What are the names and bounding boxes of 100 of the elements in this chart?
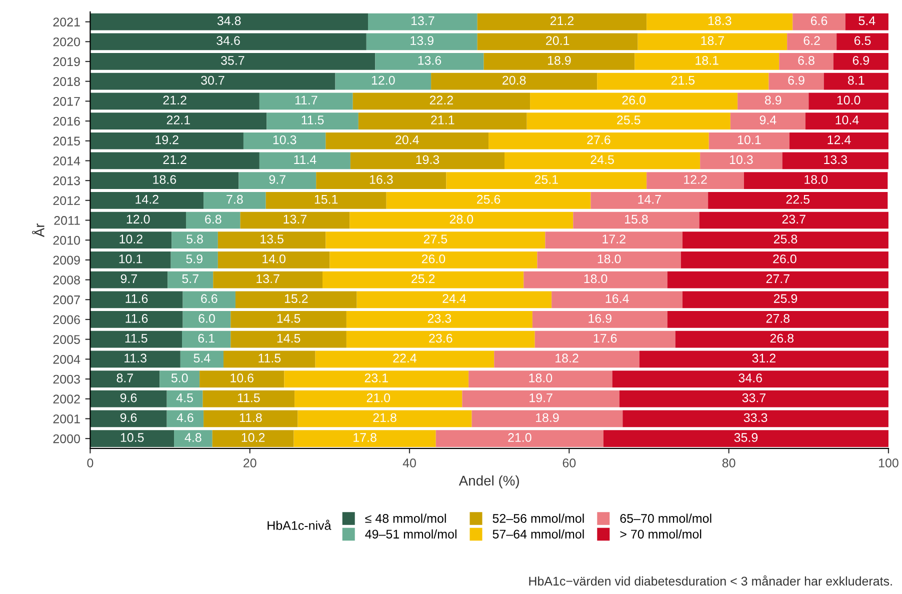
data-label: 6.5 — [854, 36, 871, 46]
data-label: 5.4 — [194, 354, 210, 363]
bar — [172, 232, 218, 249]
data-label: 10.5 — [120, 433, 144, 442]
y-tick-label: 2009 — [53, 256, 80, 265]
bar — [204, 192, 266, 209]
bar — [90, 192, 204, 209]
data-label: 18.9 — [536, 413, 559, 422]
data-label: 26.8 — [770, 334, 794, 343]
x-tick-label: 60 — [562, 458, 576, 468]
data-label: 19.2 — [156, 135, 178, 144]
data-label: 13.7 — [256, 274, 280, 284]
data-label: 10.0 — [837, 96, 860, 105]
data-label: 30.7 — [201, 76, 224, 85]
y-tick-label: 2003 — [53, 374, 80, 384]
data-label: 19.3 — [416, 155, 440, 164]
bar — [744, 172, 888, 189]
data-label: 13.9 — [410, 36, 434, 46]
bar — [90, 430, 174, 447]
data-label: 26.0 — [622, 96, 646, 105]
data-label: 10.1 — [738, 135, 761, 144]
data-label: 31.2 — [752, 354, 776, 363]
y-tick-label: 2001 — [53, 414, 80, 424]
bar — [90, 112, 267, 130]
bar — [240, 212, 350, 229]
legend-label: 52–56 mmol/mol — [492, 514, 584, 523]
data-label: 35.9 — [734, 433, 758, 442]
bar — [218, 252, 330, 268]
bar — [90, 252, 171, 268]
bar — [346, 330, 535, 348]
data-label: 6.1 — [198, 334, 214, 343]
bar — [213, 271, 322, 288]
data-label: 28.0 — [450, 214, 474, 224]
data-label: 10.6 — [230, 374, 254, 382]
data-label: 25.9 — [774, 294, 798, 303]
data-label: 34.6 — [738, 374, 762, 382]
bar — [612, 370, 888, 388]
y-tick-label: 2007 — [53, 295, 80, 304]
data-label: 13.3 — [824, 155, 847, 164]
bar — [180, 350, 224, 368]
bar — [534, 330, 676, 348]
bar — [792, 13, 846, 30]
data-label: 5.7 — [182, 274, 198, 284]
bar — [368, 13, 478, 30]
data-label: 26.0 — [422, 254, 446, 264]
data-label: 15.8 — [625, 214, 648, 224]
bar — [350, 212, 574, 229]
data-label: 23.3 — [428, 314, 452, 323]
data-label: 6.8 — [205, 214, 222, 224]
y-tick-label: 2011 — [54, 216, 80, 225]
x-tick-label: 0 — [87, 458, 94, 468]
data-label: 24.4 — [442, 294, 466, 303]
bar — [667, 311, 888, 328]
data-label: 10.1 — [119, 254, 142, 264]
data-label: 10.2 — [120, 234, 142, 244]
data-label: 14.0 — [262, 254, 286, 264]
bar — [431, 72, 598, 90]
bar — [524, 271, 668, 288]
data-label: 10.3 — [730, 155, 753, 164]
bar — [708, 192, 888, 209]
data-label: 18.3 — [708, 16, 732, 26]
bar — [335, 72, 432, 90]
bar — [667, 271, 888, 288]
bar — [186, 212, 240, 229]
legend-label: ≤ 48 mmol/mol — [365, 514, 446, 523]
bar — [160, 370, 200, 388]
bar — [682, 291, 888, 308]
data-label: 16.4 — [606, 294, 629, 303]
bar — [284, 370, 469, 388]
bar — [326, 132, 489, 150]
data-label: 11.5 — [125, 334, 148, 343]
bar — [730, 112, 806, 130]
bar — [488, 132, 709, 150]
data-label: 23.1 — [364, 374, 388, 382]
bar — [545, 232, 683, 249]
data-label: 11.5 — [258, 354, 281, 363]
x-tick-label: 80 — [722, 458, 736, 468]
bar — [845, 13, 888, 30]
bar — [174, 430, 212, 447]
data-label: 21.0 — [508, 433, 532, 442]
bar — [537, 252, 681, 268]
data-label: 13.6 — [418, 56, 442, 65]
bar — [699, 212, 888, 229]
bar — [622, 410, 888, 428]
data-label: 4.8 — [184, 433, 202, 442]
data-label: 16.3 — [370, 175, 393, 184]
bar — [526, 112, 730, 130]
data-label: 5.9 — [186, 254, 202, 264]
data-label: 21.2 — [163, 96, 186, 104]
x-axis-title: Andel (%) — [458, 475, 519, 488]
bar — [472, 410, 623, 428]
text: HbA1c−värden vid diabetesduration < 3 månader har exkluderats. — [529, 575, 892, 586]
data-label: 13.7 — [284, 214, 306, 224]
data-label: 18.0 — [529, 374, 552, 382]
bar — [90, 172, 239, 189]
bar — [315, 350, 494, 368]
bar — [352, 92, 530, 110]
bar — [230, 330, 346, 348]
data-label: 18.0 — [804, 175, 828, 184]
data-label: 15.1 — [314, 195, 338, 204]
